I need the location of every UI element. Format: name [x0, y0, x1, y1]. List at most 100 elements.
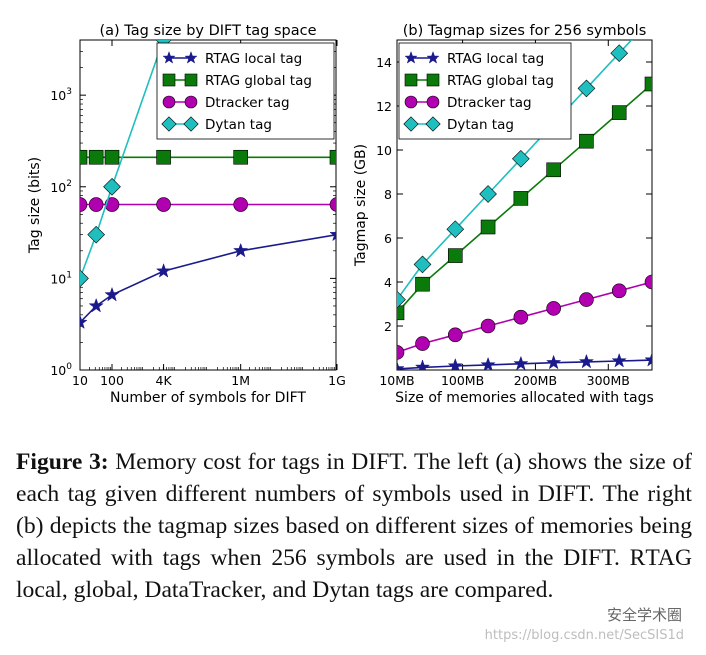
series-rtag-global-tag — [397, 76, 652, 321]
legend-label: Dytan tag — [205, 117, 272, 133]
x-tick-label: 10MB — [379, 373, 414, 388]
data-point — [513, 191, 529, 206]
x-axis-label: Size of memories allocated with tags — [395, 390, 654, 406]
legend-label: RTAG local tag — [447, 51, 544, 67]
y-tick-label: 2 — [384, 319, 392, 334]
y-tick-label: 10 — [376, 143, 392, 158]
data-point — [156, 149, 171, 165]
series-line — [80, 40, 165, 279]
data-point — [578, 353, 595, 369]
data-point — [479, 185, 497, 203]
legend-marker — [162, 50, 176, 64]
figure-caption: Figure 3: Memory cost for tags in DIFT. … — [16, 446, 692, 606]
legend-marker — [162, 73, 176, 87]
data-point — [88, 149, 104, 165]
y-tick-label: 100 — [50, 362, 72, 378]
legend-label: RTAG global tag — [205, 73, 312, 89]
data-point — [104, 149, 120, 165]
watermark-url: https://blog.csdn.net/SecSIS1d — [484, 628, 684, 643]
legend-label: Dtracker tag — [205, 95, 290, 111]
data-point — [329, 197, 336, 212]
legend-marker — [426, 50, 440, 64]
caption-label: Figure 3: — [16, 449, 109, 475]
legend-marker — [184, 73, 198, 87]
y-tick-label: 102 — [50, 179, 72, 195]
data-point — [155, 263, 172, 278]
y-axis-label: Tagmap size (GB) — [353, 144, 369, 267]
x-tick-label: 200MB — [514, 373, 557, 388]
legend-marker — [161, 116, 177, 132]
figure-charts: (a) Tag size by DIFT tag space 10 100 4K 1M 1… — [27, 23, 654, 406]
x-tick-label: 1M — [231, 373, 250, 388]
data-point — [397, 305, 405, 321]
data-point — [415, 276, 430, 292]
series-line — [80, 234, 336, 324]
y-axis-label: Tag size (bits) — [27, 157, 43, 254]
series-dtracker-tag — [397, 274, 652, 360]
x-tick-label: 300MB — [587, 373, 630, 388]
data-point — [480, 318, 496, 334]
data-point — [644, 274, 652, 290]
data-point — [103, 177, 121, 196]
legend-marker — [425, 116, 441, 132]
legend-marker — [426, 95, 440, 109]
data-point — [156, 197, 171, 212]
legend-marker — [162, 95, 176, 109]
data-point — [329, 149, 336, 165]
chart-title: (a) Tag size by DIFT tag space — [100, 23, 317, 39]
series-rtag-global-tag — [80, 149, 336, 165]
x-tick-label: 100MB — [441, 373, 484, 388]
caption-text-2: local, global, DataTracker, and Dytan ta… — [16, 577, 554, 603]
series-dytan-tag — [397, 40, 633, 309]
watermark-brand: 安全学术圈 — [606, 606, 682, 624]
legend-label: Dtracker tag — [447, 95, 532, 111]
legend-marker — [404, 95, 418, 109]
x-tick-label: 4K — [156, 373, 173, 388]
data-point — [447, 327, 463, 343]
data-point — [512, 149, 530, 168]
data-point — [232, 242, 249, 258]
data-point — [546, 301, 561, 316]
data-point — [88, 197, 104, 212]
data-point — [80, 197, 88, 212]
data-point — [80, 314, 88, 330]
data-point — [611, 283, 627, 299]
data-point — [446, 220, 465, 239]
data-point — [480, 219, 496, 235]
data-point — [644, 352, 652, 367]
legend-label: RTAG local tag — [205, 51, 302, 67]
data-point — [397, 345, 405, 360]
series-rtag-local-tag — [397, 352, 652, 370]
y-tick-label: 103 — [50, 87, 72, 103]
x-axis-label: Number of symbols for DIFT — [110, 390, 306, 406]
y-tick-label: 6 — [384, 231, 392, 246]
data-point — [414, 359, 431, 370]
data-point — [80, 269, 89, 288]
legend-marker — [403, 116, 419, 132]
data-point — [579, 133, 594, 149]
data-point — [513, 309, 529, 325]
data-point — [579, 292, 594, 307]
y-tick-label: 101 — [50, 270, 72, 286]
data-point — [611, 352, 627, 368]
data-point — [104, 197, 120, 212]
data-point — [513, 355, 529, 370]
legend-marker — [426, 73, 440, 87]
legend-marker — [184, 95, 198, 109]
series-dytan-tag — [80, 40, 172, 288]
plot-frame — [396, 39, 653, 371]
data-point — [611, 105, 627, 120]
legend-marker — [404, 73, 418, 87]
legend-marker — [184, 50, 198, 64]
x-tick-label: 1G — [328, 373, 346, 388]
data-point — [480, 356, 496, 370]
data-point — [329, 229, 336, 242]
data-point — [397, 360, 405, 370]
data-point — [233, 197, 248, 212]
data-point — [87, 225, 105, 244]
chart-title: (b) Tagmap sizes for 256 symbols — [403, 23, 647, 39]
legend-label: Dytan tag — [447, 117, 514, 133]
legend-marker — [183, 116, 199, 132]
data-point — [397, 290, 406, 309]
data-point — [644, 76, 652, 92]
